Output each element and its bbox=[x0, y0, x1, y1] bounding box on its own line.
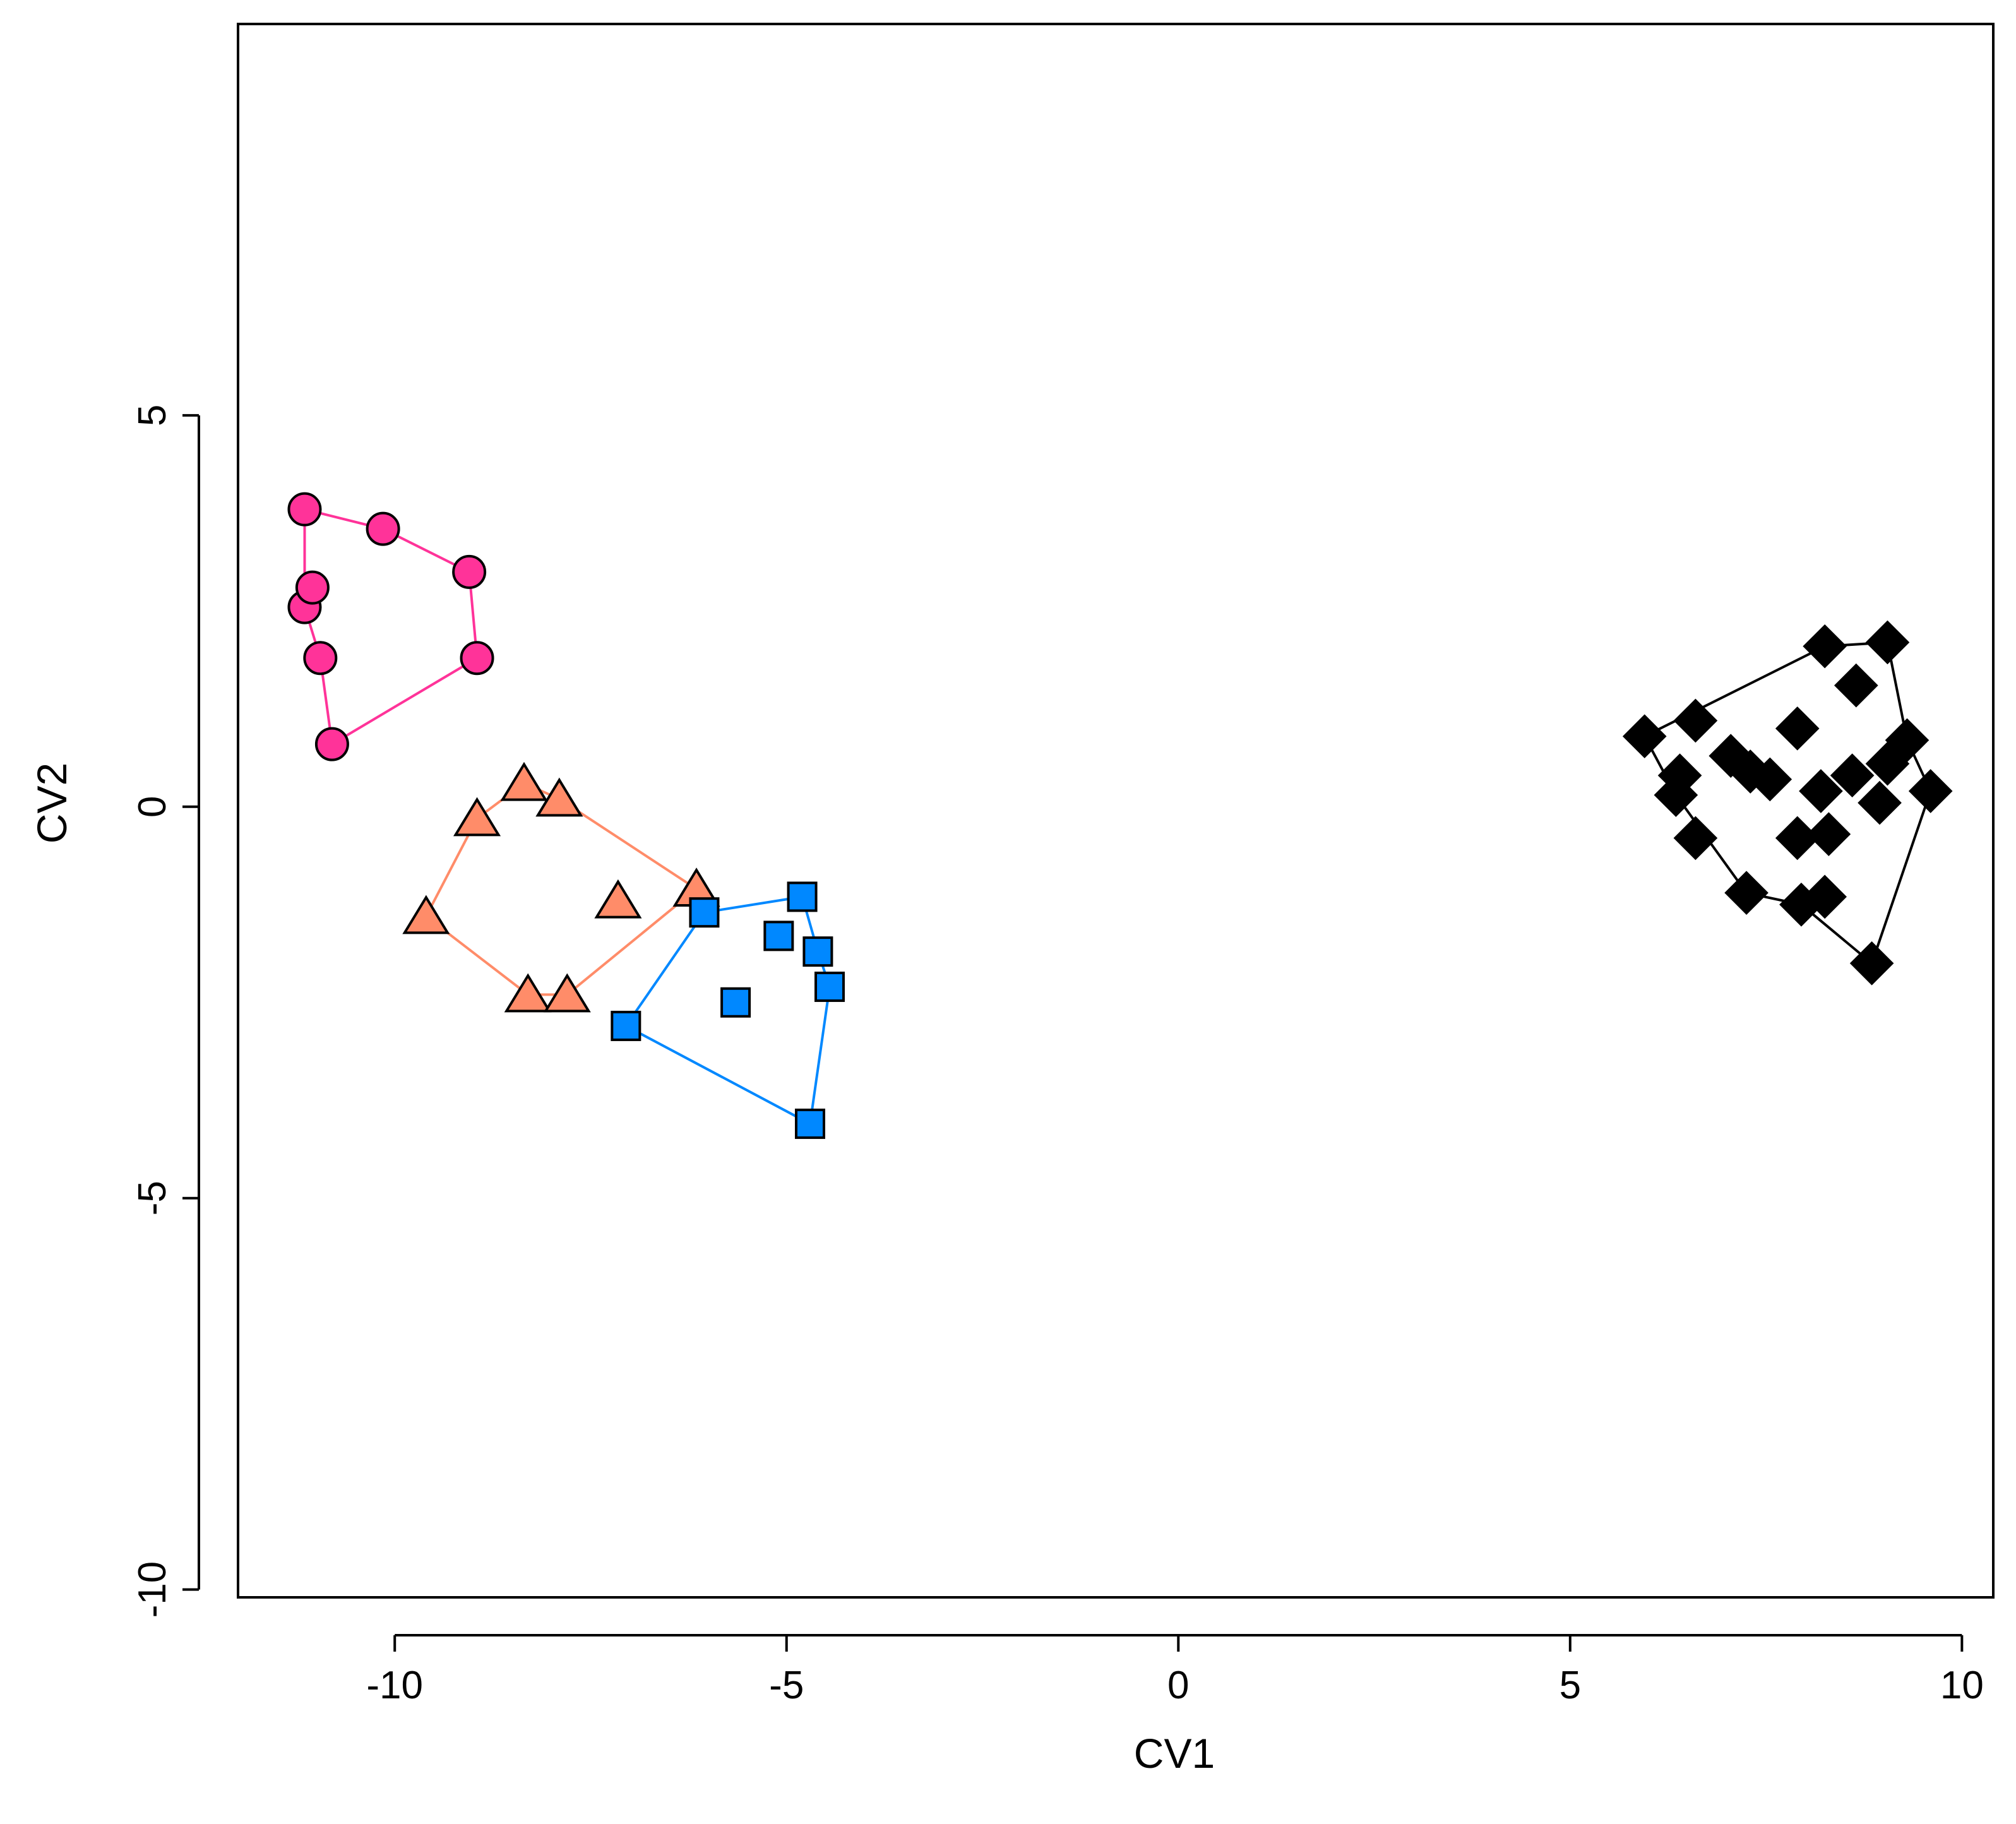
data-point-circle bbox=[452, 554, 487, 589]
y-tick-label: 5 bbox=[131, 405, 174, 426]
y-tick-label: -5 bbox=[131, 1181, 174, 1215]
data-point-square bbox=[763, 921, 794, 951]
data-point-square bbox=[802, 936, 833, 967]
data-point-triangle bbox=[500, 761, 548, 801]
data-point-square bbox=[720, 987, 751, 1018]
y-axis-label: CV2 bbox=[28, 763, 75, 843]
data-point-diamond bbox=[1748, 757, 1792, 802]
x-axis-label: CV1 bbox=[1134, 1730, 1215, 1777]
data-point-triangle bbox=[453, 797, 501, 837]
axes: -10 -5 0 5 10 -10 -5 0 5 bbox=[131, 405, 1984, 1707]
data-points bbox=[287, 492, 1953, 1139]
data-point-diamond bbox=[1654, 773, 1698, 818]
data-point-diamond bbox=[1858, 780, 1902, 825]
data-point-diamond bbox=[1803, 874, 1847, 919]
data-point-diamond bbox=[1806, 812, 1851, 857]
data-point-triangle bbox=[504, 973, 552, 1013]
data-point-diamond bbox=[1673, 816, 1718, 861]
data-point-diamond bbox=[1622, 714, 1667, 759]
data-point-diamond bbox=[1908, 769, 1953, 813]
data-point-square bbox=[794, 1108, 825, 1139]
data-point-square bbox=[814, 971, 845, 1002]
data-point-diamond bbox=[1830, 753, 1875, 798]
data-point-diamond bbox=[1724, 871, 1768, 915]
data-point-circle bbox=[303, 641, 338, 676]
data-point-circle bbox=[314, 727, 349, 761]
data-point-diamond bbox=[1865, 741, 1910, 786]
data-point-square bbox=[689, 897, 720, 928]
data-point-triangle bbox=[594, 879, 642, 919]
data-point-diamond bbox=[1775, 816, 1820, 861]
x-tick-label: 5 bbox=[1560, 1664, 1581, 1707]
data-point-square bbox=[787, 881, 818, 912]
data-point-diamond bbox=[1799, 769, 1843, 813]
hull-series-1 bbox=[303, 508, 479, 746]
x-tick-label: -5 bbox=[769, 1664, 804, 1707]
data-point-diamond bbox=[1865, 620, 1910, 665]
y-tick-label: 0 bbox=[131, 796, 174, 818]
data-point-triangle bbox=[402, 895, 450, 934]
data-point-square bbox=[611, 1010, 641, 1041]
data-point-diamond bbox=[1849, 941, 1894, 986]
data-point-diamond bbox=[1673, 698, 1718, 743]
data-point-diamond bbox=[1775, 706, 1820, 751]
x-tick-label: 10 bbox=[1940, 1664, 1984, 1707]
data-point-circle bbox=[287, 492, 322, 527]
data-point-circle bbox=[460, 641, 494, 676]
data-point-triangle bbox=[535, 777, 583, 817]
data-point-diamond bbox=[1885, 718, 1930, 763]
data-point-diamond bbox=[1803, 624, 1847, 669]
data-point-circle bbox=[366, 511, 400, 546]
y-tick-label: -10 bbox=[131, 1561, 174, 1618]
plot-frame bbox=[237, 23, 1995, 1599]
data-point-triangle bbox=[543, 973, 591, 1013]
x-tick-label: -10 bbox=[366, 1664, 423, 1707]
data-point-diamond bbox=[1834, 663, 1878, 708]
x-tick-label: 0 bbox=[1167, 1664, 1189, 1707]
data-point-circle bbox=[295, 570, 330, 605]
